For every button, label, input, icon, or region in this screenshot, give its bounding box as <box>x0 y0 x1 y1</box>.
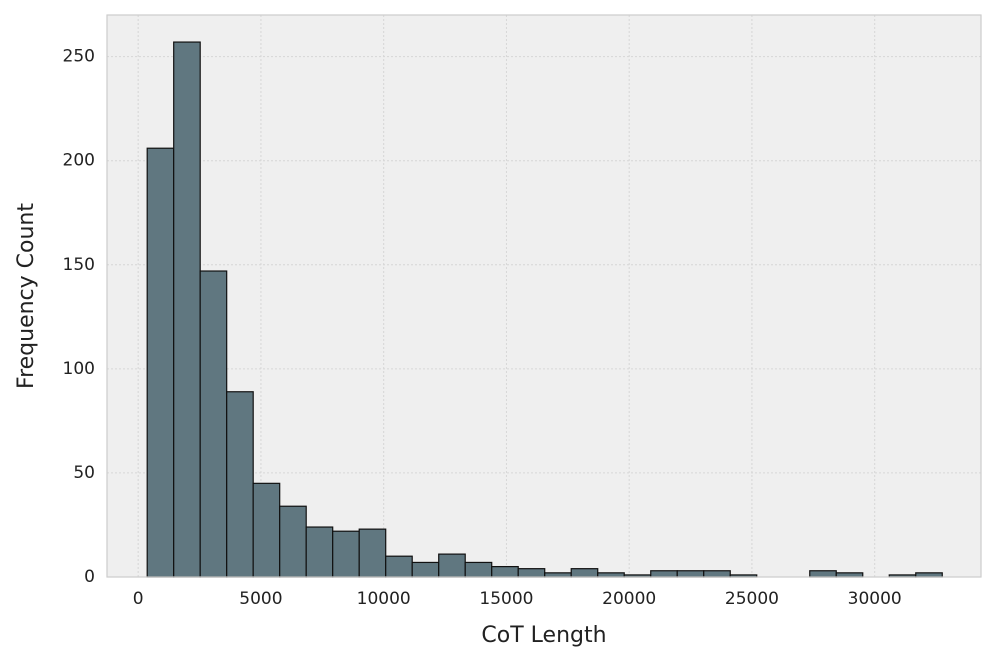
bar <box>173 41 201 578</box>
x-tick-label: 15000 <box>479 589 533 609</box>
bar <box>570 568 599 578</box>
bar <box>650 570 678 578</box>
x-tick-label: 5000 <box>239 589 282 609</box>
bars <box>146 41 943 578</box>
bar <box>199 270 228 578</box>
y-tick-label: 150 <box>63 255 95 275</box>
bar <box>438 553 466 578</box>
bar <box>544 572 572 578</box>
bar <box>358 528 387 578</box>
x-tick-label: 10000 <box>357 589 411 609</box>
bar <box>597 572 625 578</box>
y-axis-label: Frequency Count <box>14 203 39 389</box>
bar <box>703 570 731 578</box>
x-tick-label: 30000 <box>848 589 902 609</box>
bar <box>305 526 334 578</box>
bar <box>279 505 307 578</box>
x-tick-label: 20000 <box>602 589 656 609</box>
y-tick-label: 200 <box>63 151 95 171</box>
bar <box>835 572 864 578</box>
bar <box>809 570 837 578</box>
bar <box>517 568 546 578</box>
plot-border <box>106 14 982 578</box>
y-tick-label: 100 <box>63 359 95 379</box>
bar <box>464 561 493 578</box>
bar <box>915 572 943 578</box>
x-tick-label: 0 <box>133 589 144 609</box>
bar <box>385 555 413 578</box>
bar <box>332 530 360 578</box>
x-tick-label: 25000 <box>725 589 779 609</box>
x-axis-label: CoT Length <box>481 623 606 648</box>
bar <box>252 482 281 578</box>
y-tick-label: 50 <box>73 463 95 483</box>
y-tick-label: 0 <box>84 567 95 587</box>
bar <box>676 570 705 578</box>
y-tick-label: 250 <box>63 47 95 67</box>
bar <box>491 565 519 578</box>
bar <box>226 391 254 578</box>
bar <box>411 561 440 578</box>
bar <box>146 147 175 578</box>
